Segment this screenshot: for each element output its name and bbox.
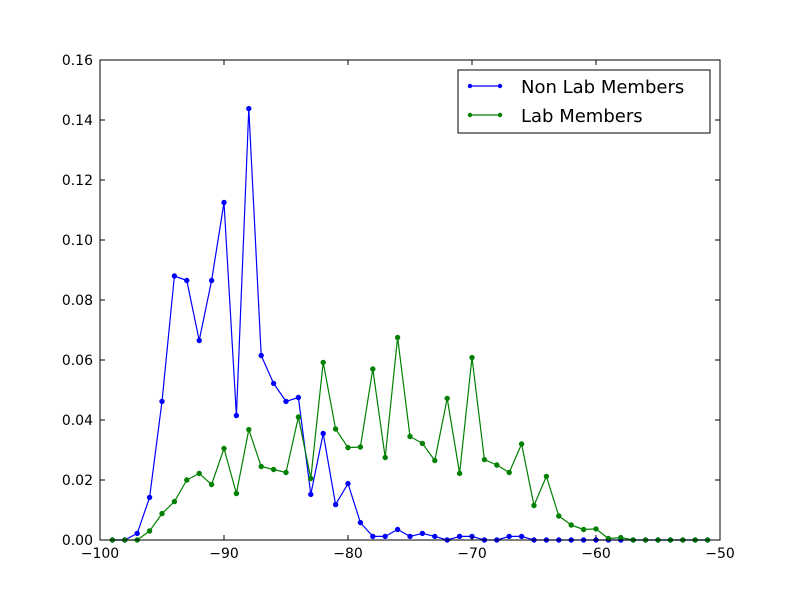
- data-point: [456, 533, 463, 540]
- data-point: [332, 426, 339, 432]
- data-point: [283, 398, 289, 405]
- legend-marker: [467, 83, 473, 89]
- legend-marker: [467, 112, 473, 118]
- data-point: [270, 466, 277, 473]
- data-point: [184, 477, 190, 483]
- y-tick-label: 0.04: [62, 413, 93, 429]
- data-point: [233, 412, 240, 419]
- legend-label: Non Lab Members: [521, 77, 684, 98]
- x-tick-label: −60: [581, 546, 611, 562]
- data-point: [568, 522, 574, 528]
- y-tick-label: 0.10: [62, 233, 93, 249]
- data-point: [481, 456, 488, 463]
- data-point: [345, 444, 351, 451]
- data-point: [556, 513, 562, 519]
- data-point: [618, 534, 624, 541]
- data-point: [320, 430, 326, 437]
- data-point: [370, 366, 376, 372]
- data-point: [134, 530, 140, 537]
- data-point: [382, 454, 388, 461]
- data-point: [494, 462, 500, 468]
- data-point: [308, 475, 314, 482]
- data-point: [357, 519, 364, 526]
- data-point: [221, 445, 227, 452]
- data-point: [208, 481, 215, 488]
- legend: Non Lab Members Lab Members: [457, 69, 711, 134]
- x-tick-label: −100: [81, 546, 119, 562]
- data-point: [394, 334, 401, 341]
- data-point: [258, 352, 264, 359]
- data-point: [270, 380, 277, 387]
- legend-label: Lab Members: [521, 106, 643, 127]
- y-tick-label: 0.14: [62, 113, 93, 129]
- data-point: [432, 457, 438, 464]
- data-point: [171, 498, 178, 505]
- data-point: [208, 277, 215, 284]
- legend-marker: [497, 112, 503, 118]
- data-point: [432, 533, 438, 540]
- y-tick-label: 0.16: [62, 53, 93, 69]
- x-tick-label: −90: [209, 546, 239, 562]
- data-point: [332, 501, 339, 508]
- data-point: [382, 533, 388, 540]
- data-point: [531, 502, 537, 509]
- data-point: [295, 414, 302, 420]
- y-tick-label: 0.12: [62, 173, 93, 189]
- data-point: [283, 469, 289, 476]
- data-point: [506, 533, 512, 540]
- data-point: [444, 395, 450, 402]
- data-point: [146, 494, 153, 501]
- y-tick-label: 0.00: [62, 533, 93, 549]
- data-point: [419, 530, 426, 537]
- data-point: [295, 394, 302, 401]
- data-point: [469, 354, 475, 361]
- data-point: [196, 337, 202, 344]
- data-point: [543, 473, 550, 480]
- data-point: [357, 444, 364, 450]
- legend-box: [457, 69, 711, 134]
- axis-ticks: −100 −90 −80 −70 −60 −50 0.00 0.02 0.04 0.06 0.08 0…: [62, 53, 735, 562]
- y-tick-label: 0.08: [62, 293, 93, 309]
- x-tick-label: −80: [333, 546, 363, 562]
- x-tick-label: −50: [705, 546, 735, 562]
- data-point: [258, 463, 264, 470]
- data-point: [246, 426, 252, 433]
- data-point: [456, 470, 463, 477]
- data-point: [171, 273, 178, 279]
- y-tick-label: 0.02: [62, 473, 93, 489]
- data-point: [184, 277, 190, 284]
- data-point: [593, 526, 599, 532]
- data-point: [407, 433, 413, 440]
- data-point: [196, 470, 202, 477]
- data-point: [246, 105, 252, 112]
- data-point: [580, 526, 587, 533]
- data-point: [518, 533, 525, 540]
- data-point: [407, 533, 413, 540]
- data-point: [419, 440, 426, 447]
- data-point: [233, 490, 240, 497]
- legend-marker: [497, 83, 503, 89]
- data-point: [146, 528, 153, 534]
- x-tick-label: −70: [457, 546, 487, 562]
- data-point: [159, 398, 165, 405]
- data-point: [370, 533, 376, 540]
- y-tick-label: 0.06: [62, 353, 93, 369]
- data-point: [506, 469, 512, 476]
- data-point: [518, 441, 525, 447]
- data-point: [345, 480, 351, 487]
- data-point: [320, 359, 326, 366]
- data-point: [308, 491, 314, 498]
- data-point: [394, 526, 401, 533]
- data-point: [221, 199, 227, 206]
- data-point: [159, 510, 165, 517]
